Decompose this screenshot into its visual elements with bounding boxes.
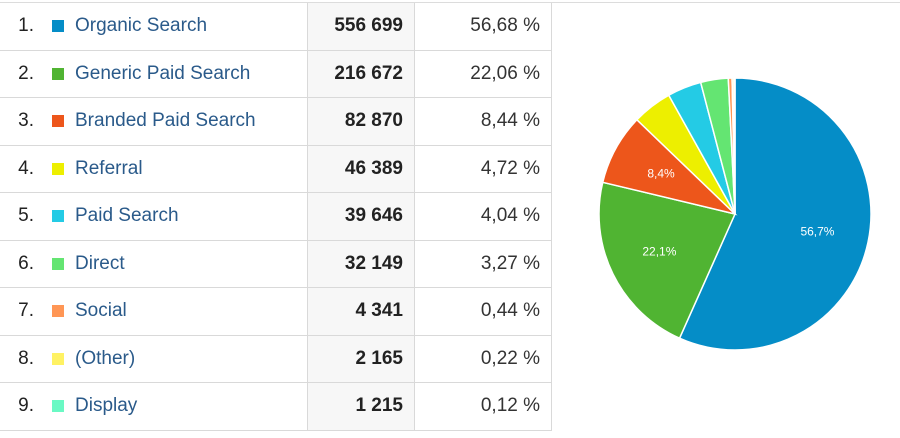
row-rank: 6. [18, 252, 34, 274]
row-rank: 8. [18, 347, 34, 369]
percent-value: 0,44 % [414, 287, 552, 336]
table-row: 1. Organic Search 556 699 56,68 % [0, 3, 552, 51]
row-rank: 2. [18, 62, 34, 84]
sessions-value: 556 699 [307, 3, 415, 51]
sessions-value: 216 672 [307, 50, 415, 98]
channel-cell: 9. Display [0, 382, 308, 431]
channel-link[interactable]: Social [75, 300, 127, 322]
legend-swatch-icon [52, 305, 64, 318]
channel-table: 1. Organic Search 556 699 56,68 % 2. Generic … [0, 3, 552, 431]
percent-value: 4,04 % [414, 192, 552, 241]
channel-cell: 2. Generic Paid Search [0, 50, 308, 98]
channel-cell: 5. Paid Search [0, 192, 308, 241]
table-row: 6. Direct 32 149 3,27 % [0, 240, 552, 288]
percent-value: 22,06 % [414, 50, 552, 98]
table-row: 7. Social 4 341 0,44 % [0, 287, 552, 336]
channel-cell: 1. Organic Search [0, 3, 308, 51]
legend-swatch-icon [52, 20, 64, 33]
legend-swatch-icon [52, 257, 64, 270]
channel-link[interactable]: Direct [75, 252, 125, 274]
pie-slice[interactable] [733, 77, 736, 215]
row-rank: 5. [18, 205, 34, 227]
channel-cell: 6. Direct [0, 240, 308, 288]
top-divider [0, 2, 900, 3]
row-rank: 9. [18, 395, 34, 417]
row-rank: 7. [18, 300, 34, 322]
percent-value: 3,27 % [414, 240, 552, 288]
sessions-value: 2 165 [307, 335, 415, 383]
channel-cell: 8. (Other) [0, 335, 308, 383]
row-rank: 4. [18, 157, 34, 179]
percent-value: 0,12 % [414, 382, 552, 431]
row-rank: 1. [18, 15, 34, 37]
sessions-value: 46 389 [307, 145, 415, 193]
table-row: 9. Display 1 215 0,12 % [0, 382, 552, 431]
sessions-value: 32 149 [307, 240, 415, 288]
channel-link[interactable]: Branded Paid Search [75, 110, 256, 132]
legend-swatch-icon [52, 352, 64, 365]
pie-slice-label: 56,7% [800, 225, 834, 239]
channel-link[interactable]: (Other) [75, 347, 136, 369]
legend-swatch-icon [52, 115, 64, 128]
percent-value: 4,72 % [414, 145, 552, 193]
table-row: 4. Referral 46 389 4,72 % [0, 145, 552, 193]
channel-cell: 7. Social [0, 287, 308, 336]
channel-link[interactable]: Organic Search [75, 15, 208, 37]
channel-link[interactable]: Paid Search [75, 205, 179, 227]
table-row: 2. Generic Paid Search 216 672 22,06 % [0, 50, 552, 98]
pie-slice[interactable] [678, 77, 872, 351]
sessions-value: 39 646 [307, 192, 415, 241]
channel-cell: 3. Branded Paid Search [0, 97, 308, 146]
channel-link[interactable]: Display [75, 395, 138, 417]
sessions-value: 82 870 [307, 97, 415, 146]
legend-swatch-icon [52, 400, 64, 413]
legend-swatch-icon [52, 210, 64, 223]
percent-value: 56,68 % [414, 3, 552, 51]
percent-value: 8,44 % [414, 97, 552, 146]
pie-chart: 56,7% 22,1% 8,4% [598, 77, 872, 351]
table-row: 8. (Other) 2 165 0,22 % [0, 335, 552, 383]
channel-link[interactable]: Referral [75, 157, 143, 179]
legend-swatch-icon [52, 67, 64, 80]
table-row: 5. Paid Search 39 646 4,04 % [0, 192, 552, 241]
sessions-value: 1 215 [307, 382, 415, 431]
channel-cell: 4. Referral [0, 145, 308, 193]
table-row: 3. Branded Paid Search 82 870 8,44 % [0, 97, 552, 146]
sessions-value: 4 341 [307, 287, 415, 336]
pie-slice-label: 22,1% [642, 244, 676, 258]
legend-swatch-icon [52, 162, 64, 175]
channel-link[interactable]: Generic Paid Search [75, 62, 251, 84]
percent-value: 0,22 % [414, 335, 552, 383]
row-rank: 3. [18, 110, 34, 132]
pie-slice-label: 8,4% [647, 167, 675, 181]
pie-slice[interactable] [598, 181, 737, 340]
